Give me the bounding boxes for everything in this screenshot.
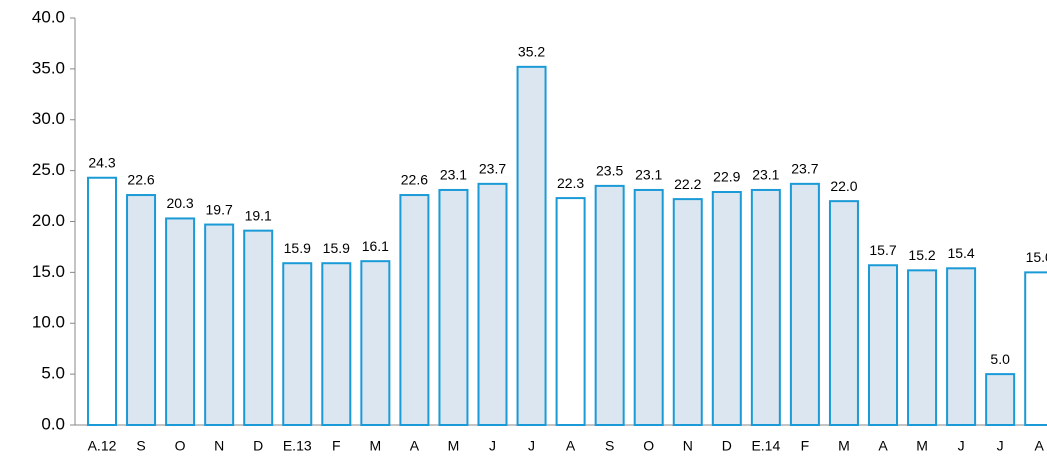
bar <box>360 260 391 426</box>
x-tick-label: A <box>878 438 888 454</box>
bar <box>672 198 703 426</box>
value-label: 23.1 <box>635 167 662 183</box>
x-tick-label: E.14 <box>751 438 780 454</box>
value-label: 19.1 <box>245 207 272 223</box>
x-tick-label: N <box>214 438 224 454</box>
bar <box>594 184 625 426</box>
value-label: 22.9 <box>713 169 740 185</box>
bar <box>1024 271 1047 426</box>
x-tick-label: A <box>410 438 420 454</box>
x-tick-label: F <box>801 438 810 454</box>
x-tick-label: E.13 <box>283 438 312 454</box>
y-tick-label: 5.0 <box>41 364 65 383</box>
value-label: 15.9 <box>284 240 311 256</box>
bar <box>868 264 898 426</box>
value-label: 20.3 <box>166 195 193 211</box>
x-tick-label: J <box>997 438 1004 454</box>
bar <box>750 188 781 426</box>
value-label: 22.2 <box>674 176 701 192</box>
x-tick-label: M <box>370 438 382 454</box>
x-tick-label: M <box>448 438 460 454</box>
y-tick-label: 0.0 <box>41 414 65 433</box>
bar <box>789 182 820 426</box>
bar <box>165 217 196 426</box>
value-label: 15.7 <box>869 242 896 258</box>
x-tick-label: J <box>958 438 965 454</box>
bar <box>399 194 430 426</box>
bar <box>438 188 469 426</box>
x-tick-label: S <box>605 438 614 454</box>
x-tick-label: M <box>838 438 850 454</box>
y-tick-label: 30.0 <box>32 109 65 128</box>
value-label: 23.7 <box>791 161 818 177</box>
x-tick-label: M <box>916 438 928 454</box>
value-label: 15.4 <box>947 245 974 261</box>
x-tick-label: A <box>1035 438 1045 454</box>
bar <box>633 188 664 426</box>
value-label: 23.1 <box>752 167 779 183</box>
x-tick-label: A <box>566 438 576 454</box>
bar <box>946 267 977 426</box>
bar <box>516 65 547 426</box>
bar <box>477 182 508 426</box>
y-tick-label: 35.0 <box>32 58 65 77</box>
value-label: 22.0 <box>830 178 857 194</box>
y-tick-label: 15.0 <box>32 262 65 281</box>
x-tick-label: F <box>332 438 341 454</box>
x-tick-label: J <box>528 438 535 454</box>
x-tick-label: A.12 <box>88 438 117 454</box>
value-label: 23.1 <box>440 167 467 183</box>
bar <box>243 229 274 426</box>
bar <box>87 176 117 426</box>
x-tick-label: J <box>489 438 496 454</box>
bar <box>126 194 157 426</box>
value-label: 22.6 <box>401 172 428 188</box>
value-label: 22.3 <box>557 175 584 191</box>
value-label: 5.0 <box>990 351 1010 367</box>
x-tick-label: N <box>683 438 693 454</box>
y-tick-label: 20.0 <box>32 211 65 230</box>
bar <box>321 262 352 426</box>
value-label: 35.2 <box>518 44 545 60</box>
y-tick-label: 25.0 <box>32 160 65 179</box>
y-tick-label: 40.0 <box>32 7 65 26</box>
y-tick-label: 10.0 <box>32 313 65 332</box>
value-label: 19.7 <box>206 201 233 217</box>
x-tick-label: S <box>136 438 145 454</box>
x-tick-label: O <box>643 438 654 454</box>
bar <box>828 200 859 426</box>
bar <box>282 262 313 426</box>
bar <box>907 269 938 426</box>
bar <box>204 223 235 426</box>
value-label: 23.5 <box>596 163 623 179</box>
value-label: 15.0 <box>1026 249 1047 265</box>
bar <box>711 190 742 426</box>
x-tick-label: O <box>175 438 186 454</box>
value-label: 15.9 <box>323 240 350 256</box>
value-label: 24.3 <box>88 154 115 170</box>
x-tick-label: D <box>253 438 263 454</box>
value-label: 22.6 <box>127 172 154 188</box>
value-label: 23.7 <box>479 161 506 177</box>
value-label: 16.1 <box>362 238 389 254</box>
x-tick-label: D <box>722 438 732 454</box>
bar <box>985 373 1016 426</box>
bar <box>555 197 586 426</box>
value-label: 15.2 <box>908 247 935 263</box>
